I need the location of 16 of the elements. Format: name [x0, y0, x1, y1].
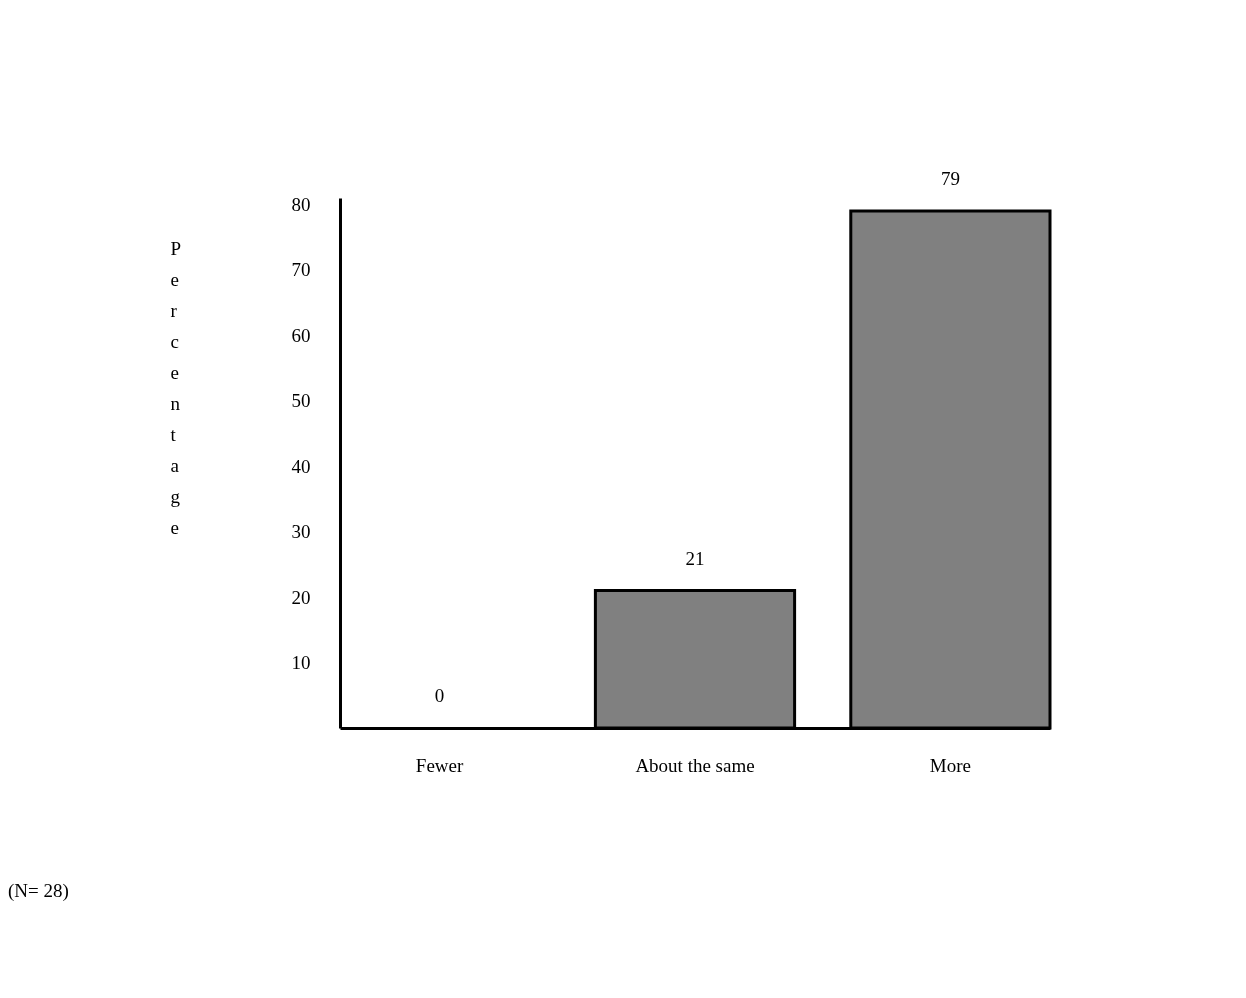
data-label: 79 [940, 168, 960, 190]
y-tick-label: 80 [291, 194, 311, 216]
x-tick-label: More [929, 754, 971, 776]
text: Percentage [170, 237, 182, 538]
y-tick-label: 20 [291, 586, 311, 608]
y-tick-label: 10 [291, 652, 311, 674]
data-label: 0 [434, 685, 445, 706]
y-tick-label: 50 [291, 390, 311, 412]
y-tick-label: 30 [291, 521, 311, 543]
x-tick-label: About the same [635, 754, 755, 776]
y-tick-label: 40 [291, 455, 311, 477]
y-tick-label: 60 [291, 324, 311, 346]
y-tick-label: 70 [291, 259, 311, 281]
text: (N= 28) [8, 880, 69, 902]
x-tick-label: Fewer [415, 754, 465, 776]
data-label: 21 [685, 547, 705, 569]
